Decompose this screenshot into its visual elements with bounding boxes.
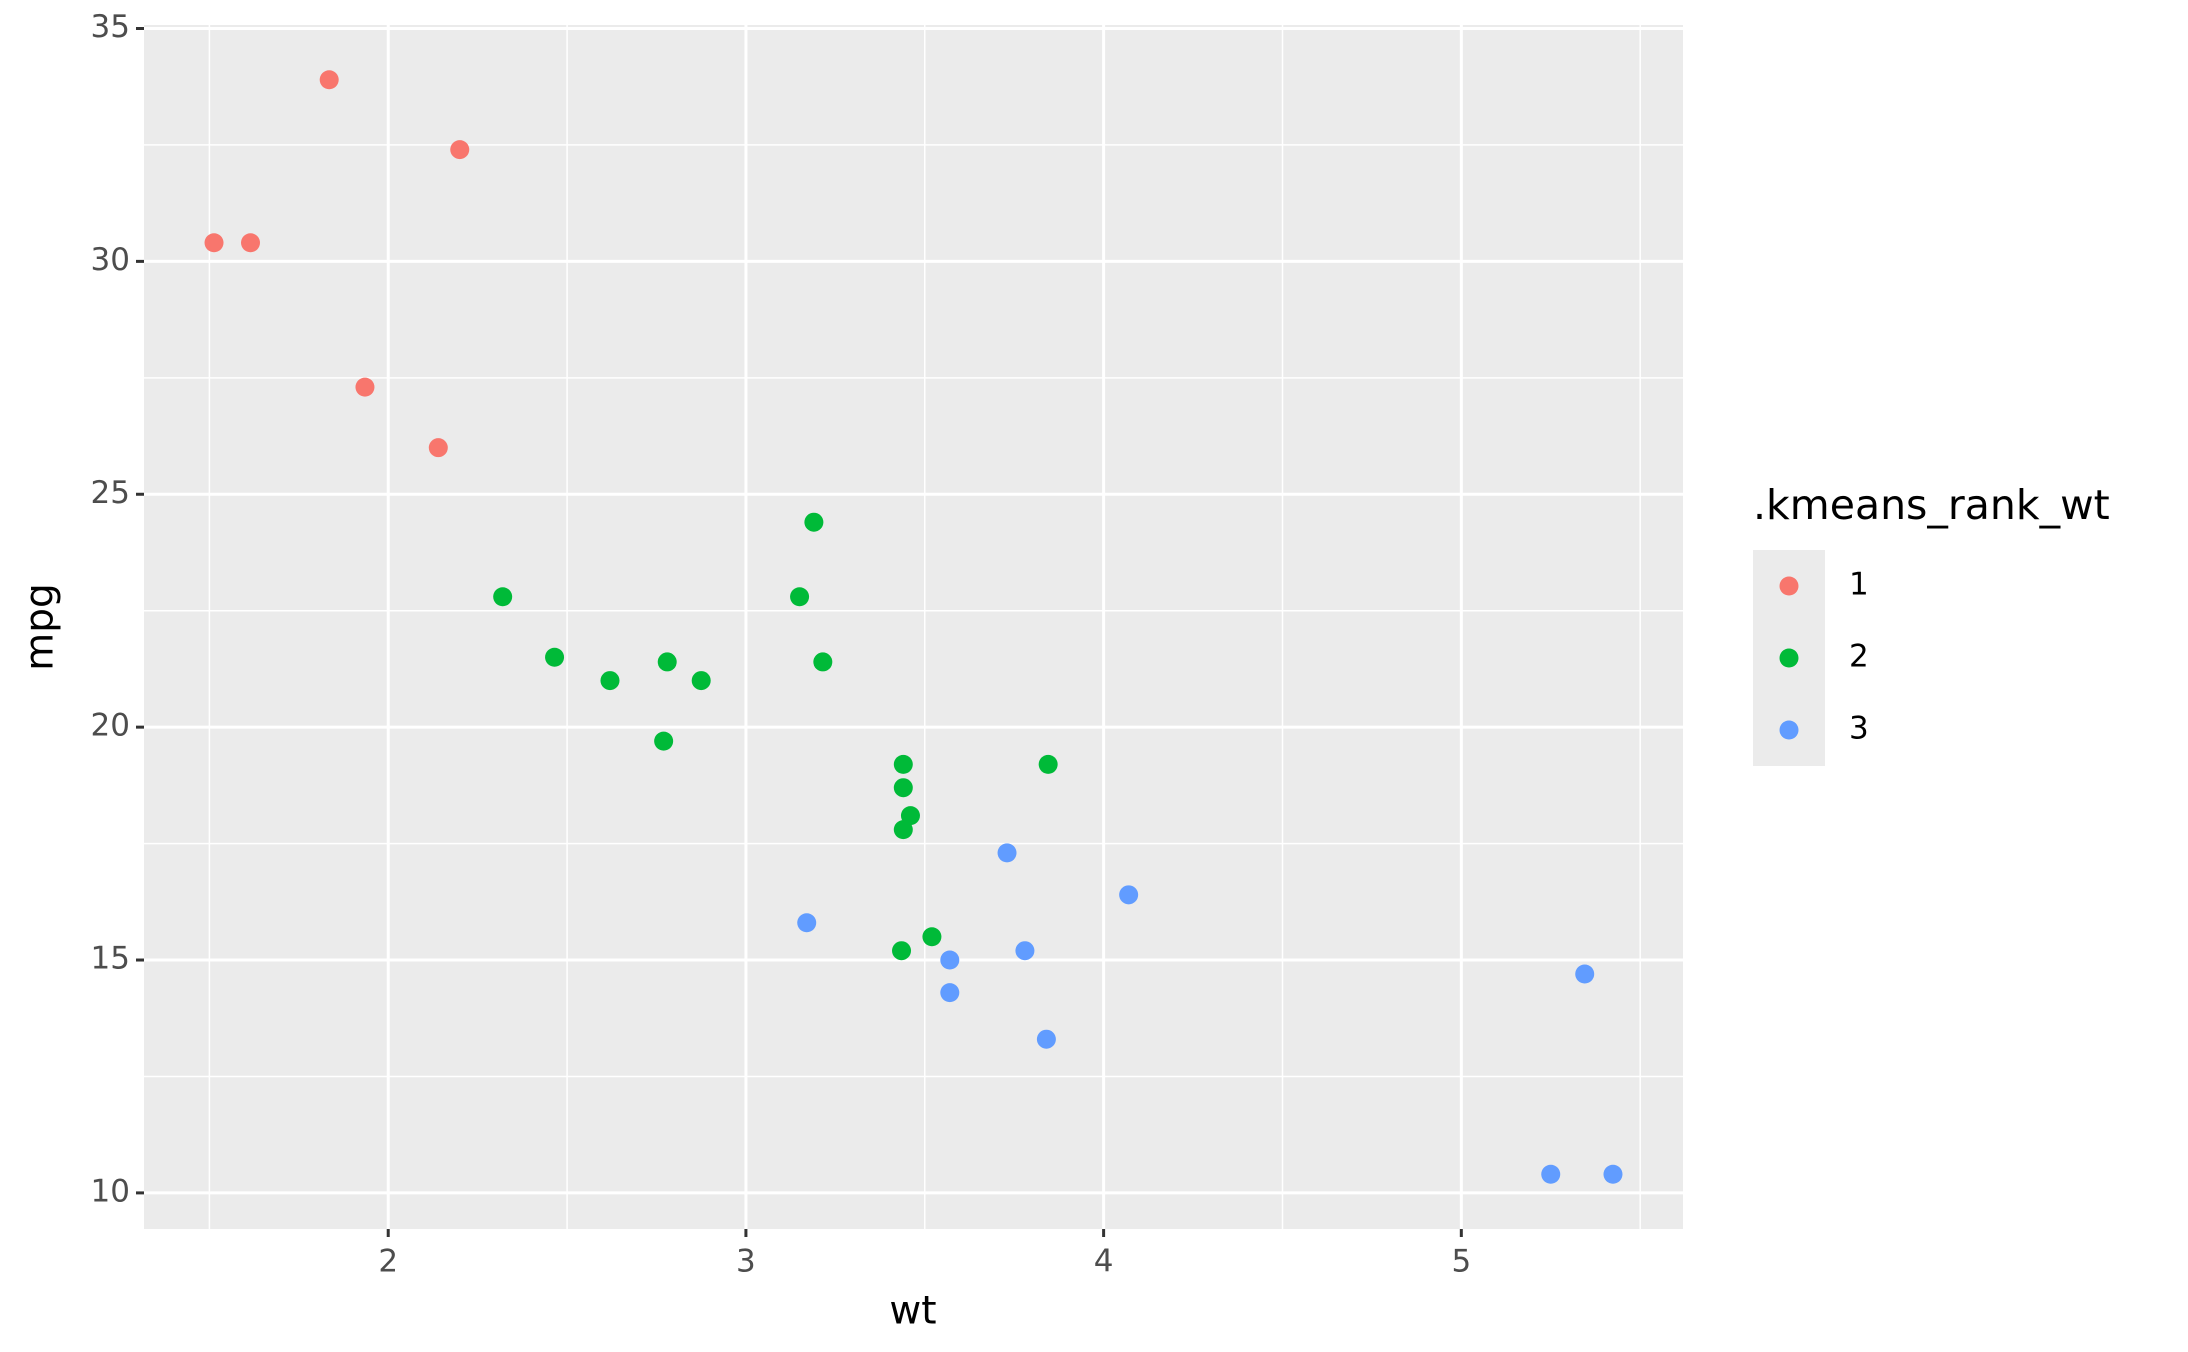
- y-axis-title: mpg: [18, 583, 63, 671]
- point: [813, 652, 833, 672]
- point: [600, 671, 620, 691]
- panel: [144, 25, 1683, 1229]
- point: [893, 754, 913, 774]
- legend-key: [1779, 576, 1799, 596]
- legend-key: [1779, 720, 1799, 740]
- point: [450, 140, 470, 160]
- x-axis-title: wt: [889, 1289, 936, 1334]
- point: [1541, 1164, 1561, 1184]
- point: [241, 233, 261, 253]
- point: [940, 983, 960, 1003]
- point: [691, 671, 711, 691]
- x-tick-label: 5: [1451, 1244, 1471, 1280]
- y-tick-label: 25: [91, 475, 130, 511]
- y-tick-label: 30: [91, 242, 130, 278]
- legend-label: 1: [1849, 567, 1869, 603]
- point: [893, 820, 913, 840]
- x-tick-label: 4: [1094, 1244, 1114, 1280]
- y-tick-label: 15: [91, 941, 130, 977]
- legend-label: 2: [1849, 639, 1869, 675]
- point: [900, 806, 920, 826]
- legend-title: .kmeans_rank_wt: [1753, 481, 2110, 529]
- point: [790, 587, 810, 607]
- point: [428, 438, 448, 458]
- legend-label: 3: [1849, 711, 1869, 747]
- point: [657, 652, 677, 672]
- y-tick-label: 20: [91, 708, 130, 744]
- point: [804, 512, 824, 532]
- point: [893, 778, 913, 798]
- point: [319, 70, 339, 90]
- point: [1119, 885, 1139, 905]
- point: [493, 587, 513, 607]
- point: [1575, 964, 1595, 984]
- x-tick-label: 2: [378, 1244, 398, 1280]
- legend-key: [1779, 648, 1799, 668]
- x-tick-label: 3: [736, 1244, 756, 1280]
- point: [797, 913, 817, 933]
- point: [1015, 941, 1035, 961]
- y-tick-label: 10: [91, 1173, 130, 1209]
- point: [204, 233, 224, 253]
- point: [892, 941, 912, 961]
- point: [1603, 1164, 1623, 1184]
- point: [997, 843, 1017, 863]
- point: [654, 731, 674, 751]
- point: [545, 647, 565, 667]
- point: [355, 377, 375, 397]
- point: [1038, 754, 1058, 774]
- y-tick-label: 35: [91, 9, 130, 45]
- point: [1036, 1029, 1056, 1049]
- point: [922, 927, 942, 947]
- point: [940, 950, 960, 970]
